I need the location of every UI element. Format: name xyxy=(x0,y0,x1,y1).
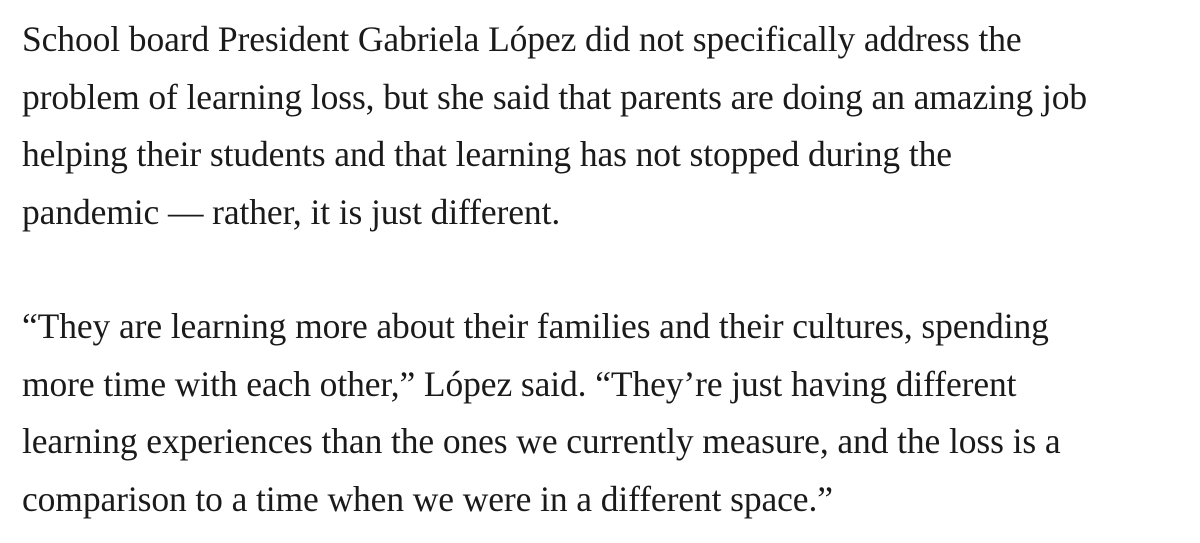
paragraph-line: more time with each other,” López said. … xyxy=(22,363,1017,404)
paragraph-2: “They are learning more about their fami… xyxy=(22,298,1187,528)
paragraph-line: problem of learning loss, but she said t… xyxy=(22,76,1088,117)
paragraph-line: comparison to a time when we were in a d… xyxy=(22,478,833,519)
paragraph-line: “They are learning more about their fami… xyxy=(22,306,1049,346)
paragraph-1: School board President Gabriela López di… xyxy=(22,11,1187,241)
article-body: School board President Gabriela López di… xyxy=(22,11,1187,528)
paragraph-line: School board President Gabriela López di… xyxy=(22,19,1022,59)
paragraph-line: helping their students and that learning… xyxy=(22,134,952,174)
paragraph-line: learning experiences than the ones we cu… xyxy=(22,421,1061,461)
paragraph-line: pandemic — rather, it is just different. xyxy=(22,191,561,232)
